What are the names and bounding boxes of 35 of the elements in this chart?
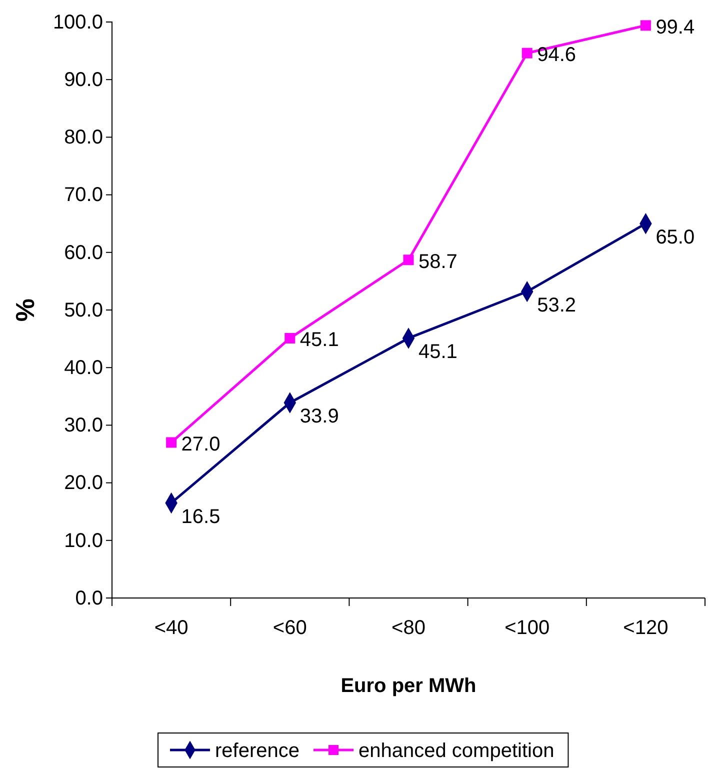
point [284,332,296,344]
y-axis-title: % [10,298,40,322]
data-label: 33.9 [300,406,339,428]
y-tick-label: 90.0 [64,69,103,91]
y-tick-label: 20.0 [64,472,103,494]
y-tick-label: 10.0 [64,530,103,552]
data-label: 94.6 [537,44,576,66]
data-label: 53.2 [537,294,576,317]
x-tick-label: <60 [272,617,307,640]
y-tick-label: 100.0 [52,11,103,34]
x-tick-label: <80 [392,617,426,640]
data-label: 99.4 [656,16,695,38]
data-label: 45.1 [418,341,458,364]
y-tick-label: 60.0 [64,242,103,264]
point [166,437,177,448]
y-tick-label: 40.0 [64,357,103,379]
data-label: 65.0 [656,226,695,249]
x-tick-label: <40 [154,617,188,640]
y-tick-label: 30.0 [64,414,103,437]
data-label: 58.7 [418,250,458,273]
x-tick-label: <100 [504,617,550,640]
point [522,48,532,58]
data-label: 27.0 [181,433,220,456]
x-axis-title: Euro per MWh [340,675,476,697]
legend-label: enhanced competition [358,740,554,762]
point [403,254,414,266]
data-label: 16.5 [181,506,220,528]
y-tick-label: 0.0 [75,587,103,610]
y-tick-label: 70.0 [64,184,103,206]
point [640,20,651,31]
y-tick-label: 50.0 [64,299,103,322]
data-label: 45.1 [300,329,339,352]
y-tick-label: 80.0 [64,126,103,149]
legend-label: reference [215,740,300,762]
x-tick-label: <120 [623,617,668,640]
